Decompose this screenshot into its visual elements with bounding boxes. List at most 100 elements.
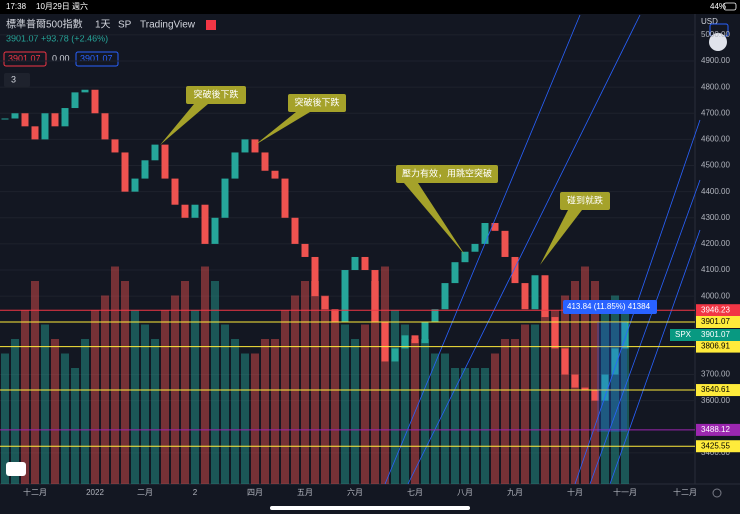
y-tick-label: 4600.00 (701, 135, 730, 144)
candle (61, 108, 69, 127)
y-tick-label: 3700.00 (701, 370, 730, 379)
y-tick-label: 4000.00 (701, 291, 730, 300)
candle (311, 256, 319, 297)
callout-text: 碰到就跌 (567, 194, 603, 205)
candle (331, 309, 339, 323)
volume-bar (511, 339, 519, 484)
volume-bar (591, 281, 599, 484)
candle (561, 348, 569, 375)
candle (581, 387, 589, 391)
volume-bar (331, 310, 339, 484)
volume-bar (121, 281, 129, 484)
volume-bar (361, 324, 369, 484)
volume-bar (51, 339, 59, 484)
volume-bar (231, 339, 239, 484)
candle (421, 322, 429, 344)
settings-icon[interactable] (712, 488, 722, 498)
volume-bar (151, 339, 159, 484)
volume-bar (461, 368, 469, 484)
candle (151, 144, 159, 161)
candle (161, 144, 169, 179)
price-level-tag (696, 423, 740, 436)
y-tick-label: 4300.00 (701, 213, 730, 222)
volume-bar (531, 324, 539, 484)
candle (351, 256, 359, 271)
x-tick-label: 八月 (457, 488, 473, 497)
volume-bar (241, 353, 249, 484)
callout-pointer (540, 210, 582, 265)
price-level-tag (696, 304, 740, 317)
candle (201, 204, 209, 244)
candle (261, 152, 269, 171)
candle (401, 335, 409, 349)
volume-bar (501, 339, 509, 484)
candle (531, 275, 539, 310)
x-tick-label: 二月 (137, 488, 153, 497)
interval: 1天 (95, 20, 111, 31)
candle (591, 390, 599, 401)
y-tick-label: 4700.00 (701, 108, 730, 117)
y-axis-label: USD (701, 17, 718, 26)
candle (491, 223, 499, 231)
candle (31, 126, 39, 140)
spread: 0.00 (52, 53, 70, 63)
zoom-button[interactable] (709, 33, 727, 51)
volume-bar (71, 368, 79, 484)
x-tick-label: 七月 (407, 488, 423, 497)
price-level-tag (696, 340, 740, 353)
last-price-name: SPX (675, 330, 692, 339)
ask-box[interactable] (75, 51, 119, 67)
candle (241, 139, 249, 153)
callout-text: 壓力有效，用跳空突破 (402, 167, 492, 178)
candle (11, 113, 19, 119)
status-time: 17:38 (6, 2, 27, 11)
candle (391, 348, 399, 362)
volume-bar (281, 310, 289, 484)
bid-box[interactable] (3, 51, 47, 67)
price-level-label: 3946.23 (701, 305, 730, 314)
volume-bar (481, 368, 489, 484)
volume-bar (391, 310, 399, 484)
candle (181, 204, 189, 218)
candle (221, 178, 229, 218)
price-level-label: 3425.55 (701, 441, 730, 450)
candle (191, 204, 199, 218)
volume-bar (311, 281, 319, 484)
symbol: 標準普爾500指數 (6, 18, 83, 31)
candle (411, 335, 419, 344)
volume-bar (371, 281, 379, 484)
close-icon[interactable] (206, 20, 216, 30)
volume-bar (41, 324, 49, 484)
volume-bar (471, 368, 479, 484)
status-date: 10月29日 週六 (36, 1, 88, 11)
quote: 3901.07 +93.78 (+2.46%) (6, 33, 108, 43)
status-battery: 44% (710, 2, 726, 11)
price-level-tag (696, 384, 740, 397)
x-tick-label: 六月 (347, 487, 363, 497)
candle (111, 139, 119, 153)
last-price-tag (670, 328, 740, 341)
candle (481, 223, 489, 244)
callout-pointer (160, 104, 208, 145)
candle (281, 178, 289, 218)
volume-bar (621, 310, 629, 484)
callout-pointer (255, 112, 310, 145)
bid: 3901.07 (8, 53, 41, 63)
candle (571, 374, 579, 388)
callout-text: 突破後下跌 (193, 88, 238, 99)
volume-bar (421, 339, 429, 484)
volume-bar (91, 310, 99, 484)
volume-bar (251, 353, 259, 484)
volume-bar (1, 353, 9, 484)
price-level-label: 3806.91 (701, 342, 730, 351)
volume-bar (201, 266, 209, 484)
volume-bar (521, 324, 529, 484)
x-tick-label: 十一月 (613, 487, 637, 497)
indicator-toggle[interactable] (4, 73, 30, 87)
candle (71, 92, 79, 109)
candle (381, 322, 389, 362)
volume-bar (351, 339, 359, 484)
x-tick-label: 十二月 (23, 487, 47, 497)
candle (451, 262, 459, 284)
